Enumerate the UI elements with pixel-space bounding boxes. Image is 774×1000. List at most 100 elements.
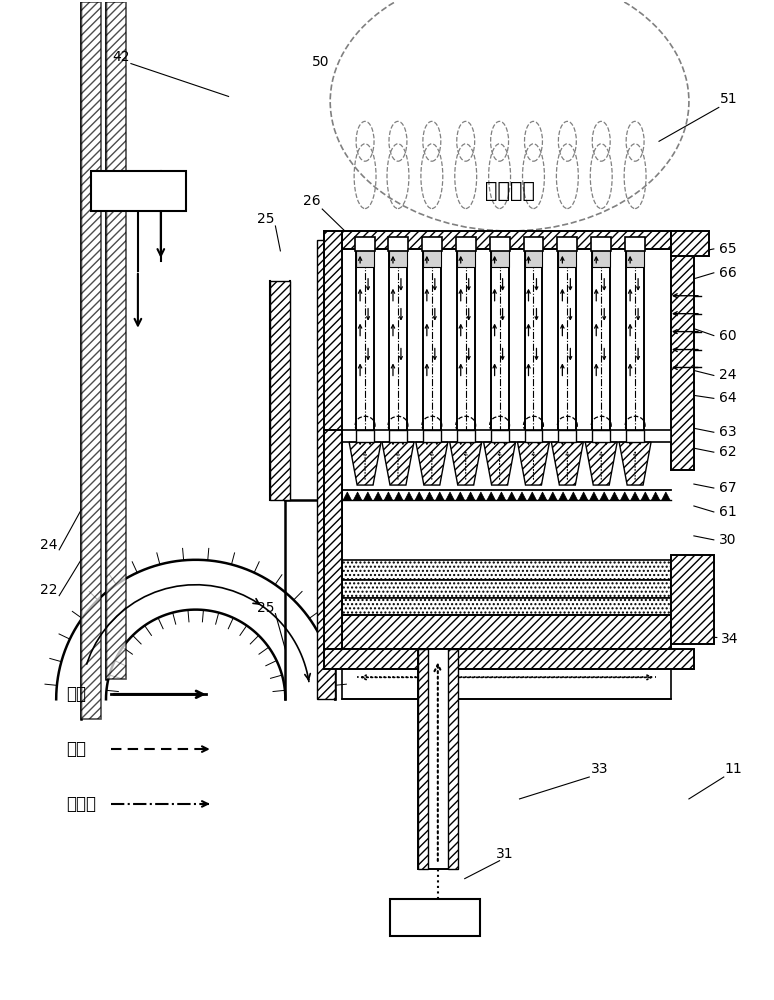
Bar <box>671 231 694 470</box>
Bar <box>342 598 671 615</box>
Polygon shape <box>456 492 464 500</box>
Bar <box>389 430 407 442</box>
Text: 51: 51 <box>720 92 738 106</box>
Text: 24: 24 <box>719 368 736 382</box>
Polygon shape <box>374 492 382 500</box>
Bar <box>356 430 374 442</box>
Text: 燃料: 燃料 <box>424 908 446 926</box>
Bar <box>525 430 543 442</box>
Polygon shape <box>518 442 550 485</box>
Text: 64: 64 <box>719 391 736 405</box>
Polygon shape <box>416 442 448 485</box>
Bar <box>448 649 457 869</box>
Polygon shape <box>662 492 670 500</box>
Text: 66: 66 <box>719 266 737 280</box>
Bar <box>525 249 543 267</box>
Text: 25: 25 <box>257 601 274 615</box>
Bar <box>324 430 342 649</box>
Polygon shape <box>385 492 392 500</box>
Polygon shape <box>539 492 546 500</box>
Text: 燃料: 燃料 <box>66 740 86 758</box>
Polygon shape <box>395 492 402 500</box>
Bar <box>491 430 509 442</box>
Polygon shape <box>600 492 608 500</box>
Polygon shape <box>631 492 639 500</box>
Bar <box>342 430 671 442</box>
Polygon shape <box>484 442 515 485</box>
Text: 63: 63 <box>719 425 736 439</box>
Text: 24: 24 <box>40 538 58 552</box>
Bar <box>491 249 509 267</box>
Bar <box>422 237 442 251</box>
Text: 67: 67 <box>719 481 736 495</box>
Polygon shape <box>446 492 454 500</box>
Polygon shape <box>382 442 414 485</box>
Bar <box>356 249 374 267</box>
Bar <box>388 237 408 251</box>
Text: 50: 50 <box>311 55 329 69</box>
Polygon shape <box>508 492 515 500</box>
Bar <box>324 649 694 669</box>
Polygon shape <box>450 442 481 485</box>
Polygon shape <box>569 492 577 500</box>
Bar <box>457 249 474 267</box>
Text: 26: 26 <box>303 194 321 208</box>
Bar <box>91 171 186 211</box>
Polygon shape <box>559 492 567 500</box>
Polygon shape <box>436 492 444 500</box>
Bar <box>671 555 714 644</box>
Bar <box>342 560 671 580</box>
Bar <box>342 231 671 249</box>
Bar <box>418 649 457 869</box>
Bar <box>456 237 476 251</box>
Bar <box>626 430 644 442</box>
Polygon shape <box>580 492 587 500</box>
Bar <box>342 649 671 699</box>
Text: 空气: 空气 <box>127 182 149 200</box>
Bar <box>342 580 671 598</box>
Bar <box>324 231 342 540</box>
Polygon shape <box>477 492 485 500</box>
Polygon shape <box>518 492 526 500</box>
Text: 25: 25 <box>257 212 274 226</box>
Polygon shape <box>549 492 557 500</box>
Bar <box>423 249 441 267</box>
Polygon shape <box>621 492 628 500</box>
Bar <box>81 2 101 719</box>
Text: 22: 22 <box>40 583 58 597</box>
Polygon shape <box>364 492 372 500</box>
Bar <box>389 249 407 267</box>
Polygon shape <box>652 492 659 500</box>
Bar <box>418 649 428 869</box>
Bar <box>490 237 509 251</box>
Text: 33: 33 <box>591 762 608 776</box>
Polygon shape <box>354 492 361 500</box>
Text: 65: 65 <box>719 242 736 256</box>
Text: 62: 62 <box>719 445 736 459</box>
Bar <box>106 2 126 679</box>
Bar <box>625 237 645 251</box>
Bar <box>591 237 611 251</box>
Polygon shape <box>641 492 649 500</box>
Polygon shape <box>415 492 423 500</box>
Bar <box>342 615 671 649</box>
Text: 61: 61 <box>719 505 737 519</box>
Bar <box>523 237 543 251</box>
Bar <box>558 249 577 267</box>
Text: 42: 42 <box>112 50 130 64</box>
Polygon shape <box>590 492 598 500</box>
Text: 30: 30 <box>719 533 736 547</box>
Polygon shape <box>426 492 433 500</box>
Bar <box>457 430 474 442</box>
Bar <box>592 249 610 267</box>
Bar <box>671 231 709 256</box>
Polygon shape <box>467 492 474 500</box>
Polygon shape <box>498 492 505 500</box>
Polygon shape <box>349 442 381 485</box>
Bar <box>557 237 577 251</box>
Polygon shape <box>528 492 536 500</box>
Polygon shape <box>405 492 413 500</box>
Polygon shape <box>487 492 495 500</box>
Bar <box>270 281 290 500</box>
Polygon shape <box>551 442 584 485</box>
